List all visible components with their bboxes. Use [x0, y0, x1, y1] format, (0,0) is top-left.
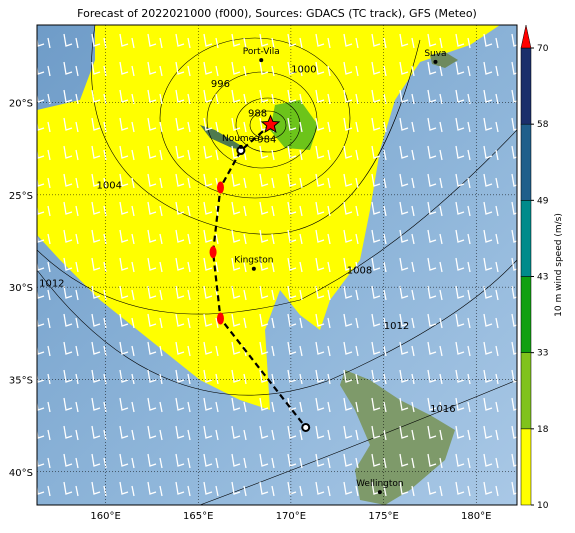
- storm-position: [260, 114, 281, 134]
- place-dot: [238, 144, 243, 149]
- place-name: Suva: [424, 49, 446, 59]
- place-name: Kingston: [234, 256, 273, 266]
- contour-label: 1008: [347, 266, 372, 277]
- x-tick-label: 175°E: [368, 511, 398, 522]
- title: Forecast of 2022021000 (f000), Sources: …: [77, 7, 477, 20]
- map: 996 1000 988 984 1004 1008 1012 1012 1016 Port-Vi…: [37, 25, 517, 505]
- colorbar-tick-label: 49: [537, 196, 549, 206]
- y-tick-label: 30°S: [9, 283, 33, 294]
- contour-label: 1004: [97, 181, 122, 192]
- place-name: Port-Vila: [243, 47, 280, 57]
- colorbar-segment: [520, 47, 532, 125]
- colorbar-tick-label: 33: [537, 349, 548, 359]
- contour-label: 1012: [39, 278, 64, 289]
- contour-label: 1000: [291, 64, 316, 75]
- y-tick-label: 20°S: [9, 99, 33, 110]
- colorbar-tick-label: 58: [537, 120, 549, 130]
- colorbar-segment: [520, 428, 532, 506]
- colorbar-segment: [520, 200, 532, 277]
- place-dot: [259, 58, 264, 63]
- place-dot: [433, 59, 438, 64]
- track-line: [211, 123, 307, 429]
- contour-label: 996: [211, 79, 230, 90]
- x-tick-label: 170°E: [276, 511, 306, 522]
- colorbar-segment: [520, 352, 532, 430]
- place-dot: [251, 266, 256, 271]
- x-tick-label: 180°E: [461, 511, 491, 522]
- colorbar-segment: [520, 276, 532, 353]
- x-tick-label: 160°E: [90, 511, 120, 522]
- storm-position: [216, 181, 224, 194]
- colorbar-tick-label: 43: [537, 273, 548, 283]
- contour-label: 984: [257, 134, 276, 145]
- colorbar-tick-label: 10: [537, 501, 549, 511]
- place-name: Wellington: [356, 479, 404, 489]
- map-frame: [36, 24, 518, 506]
- y-tick-label: 40°S: [9, 468, 33, 479]
- map-background: [37, 25, 517, 505]
- colorbar-extend: [520, 24, 532, 49]
- colorbar-segment: [520, 123, 532, 201]
- contour-label: 988: [248, 109, 267, 120]
- y-tick-label: 35°S: [9, 375, 33, 386]
- storm-position: [216, 312, 224, 325]
- colorbar-tick-label: 18: [537, 425, 549, 435]
- storm-position: [209, 246, 217, 259]
- y-tick-label: 25°S: [9, 191, 33, 202]
- colorbar: 10 18 33 43 49 58 70: [520, 24, 549, 511]
- storm-position: [301, 422, 311, 432]
- contour-label: 1016: [430, 404, 455, 415]
- x-tick-label: 165°E: [183, 511, 213, 522]
- place-dot: [377, 490, 382, 495]
- colorbar-label: 10 m wind speed (m/s): [554, 213, 564, 317]
- contour-label: 1012: [384, 321, 409, 332]
- place-name: Noumea: [222, 134, 260, 144]
- colorbar-tick-label: 70: [537, 44, 549, 54]
